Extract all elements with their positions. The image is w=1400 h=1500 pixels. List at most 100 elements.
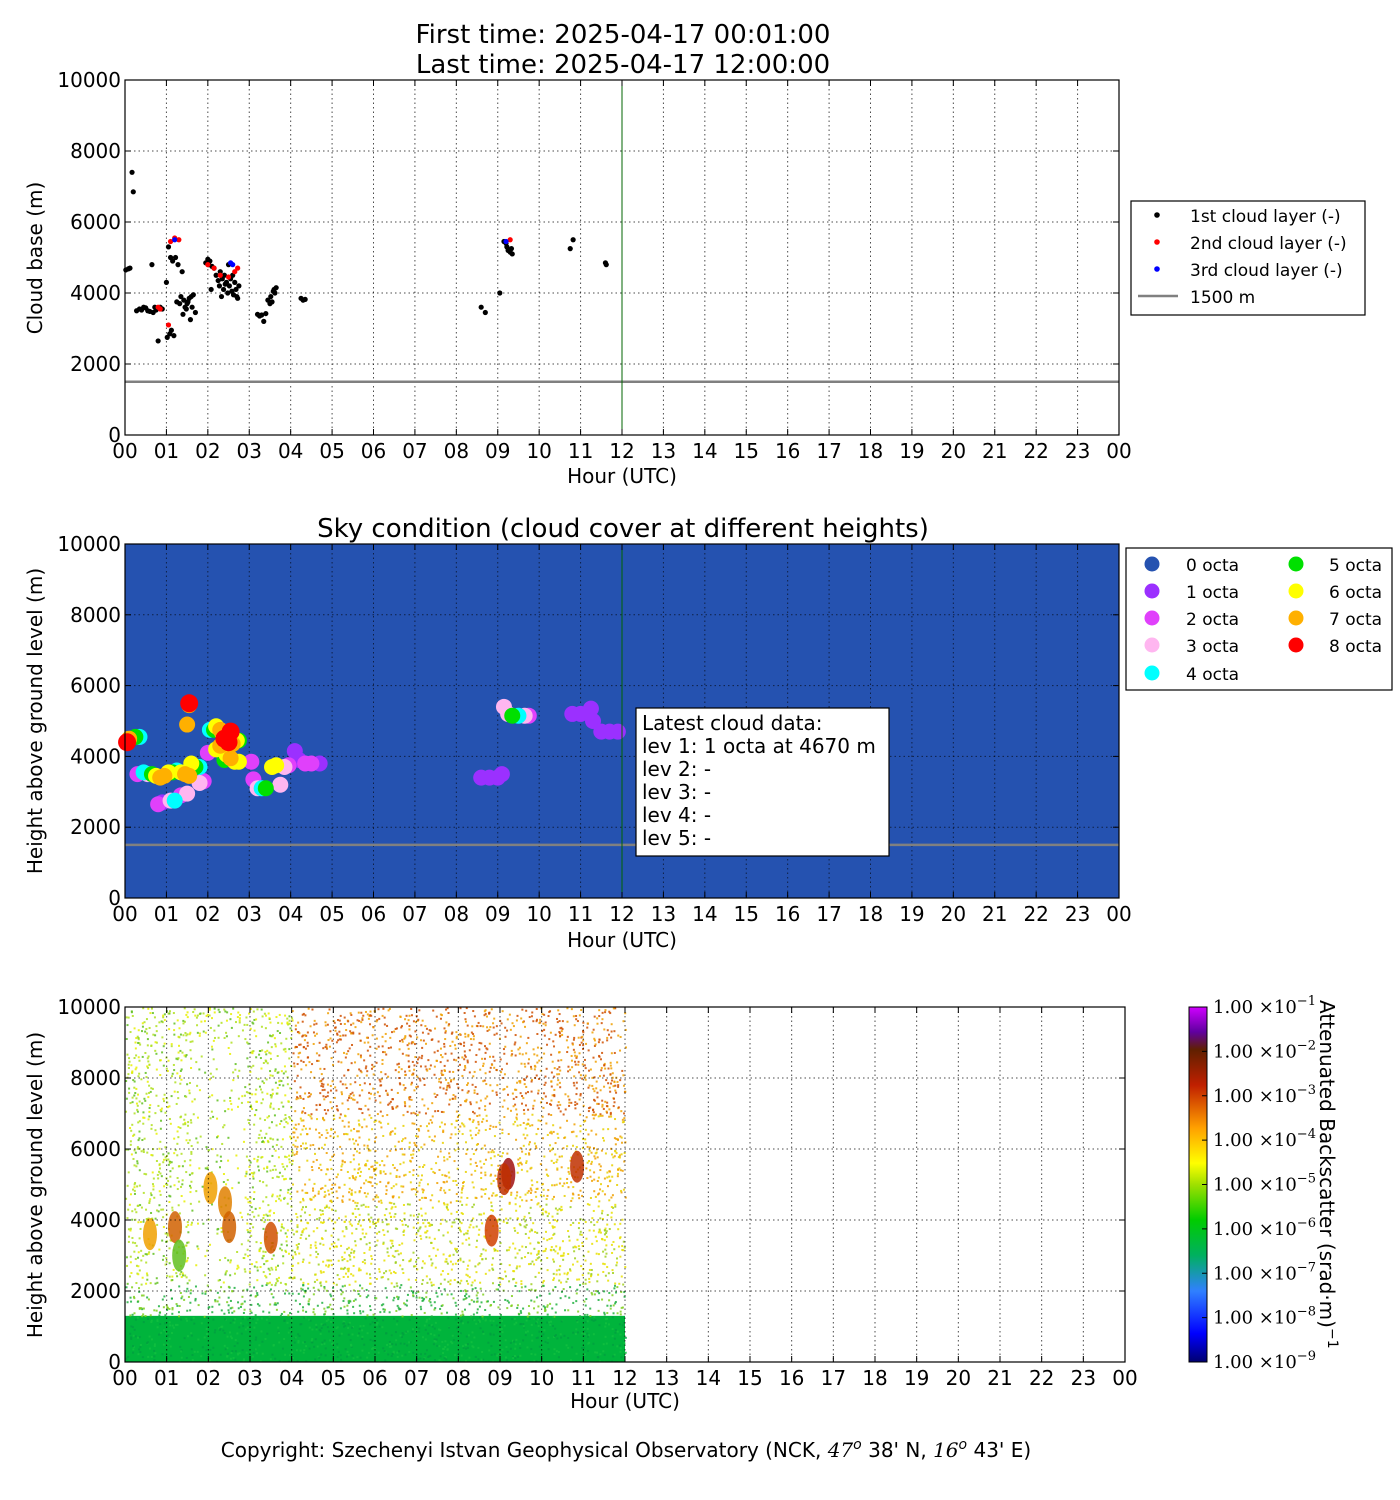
backscatter-pixel — [328, 1045, 331, 1048]
backscatter-pixel — [461, 1122, 464, 1125]
backscatter-pixel — [478, 1041, 481, 1044]
backscatter-pixel — [180, 1349, 183, 1352]
x-tick-label: 06 — [361, 902, 386, 926]
backscatter-pixel — [274, 1284, 277, 1287]
backscatter-pixel — [493, 1135, 496, 1138]
x-tick-label: 22 — [1023, 439, 1048, 463]
backscatter-pixel — [410, 1098, 413, 1101]
backscatter-pixel — [369, 1149, 372, 1152]
backscatter-pixel — [612, 1085, 615, 1088]
backscatter-pixel — [184, 1055, 187, 1058]
backscatter-pixel — [368, 1273, 371, 1276]
backscatter-pixel — [556, 1252, 559, 1255]
backscatter-pixel — [244, 1175, 247, 1178]
backscatter-pixel — [398, 1066, 401, 1069]
backscatter-pixel — [480, 1301, 483, 1304]
backscatter-pixel — [596, 1221, 599, 1224]
backscatter-pixel — [543, 1329, 546, 1332]
backscatter-pixel — [186, 1259, 189, 1262]
backscatter-pixel — [433, 1237, 436, 1240]
backscatter-pixel — [619, 1049, 622, 1052]
backscatter-pixel — [562, 1252, 565, 1255]
backscatter-pixel — [536, 1033, 539, 1036]
backscatter-pixel — [520, 1280, 523, 1283]
backscatter-pixel — [291, 1149, 294, 1152]
backscatter-pixel — [335, 1190, 338, 1193]
backscatter-pixel — [450, 1052, 453, 1055]
backscatter-pixel — [593, 1114, 596, 1117]
backscatter-pixel — [186, 1083, 189, 1086]
backscatter-pixel — [533, 1307, 536, 1310]
backscatter-pixel — [263, 1141, 266, 1144]
backscatter-pixel — [576, 1020, 579, 1023]
legend-octa-5-label: 5 octa — [1329, 556, 1382, 576]
backscatter-pixel — [298, 1169, 301, 1172]
backscatter-pixel — [575, 1300, 578, 1303]
backscatter-pixel — [341, 1285, 344, 1288]
backscatter-pixel — [534, 1231, 537, 1234]
backscatter-pixel — [326, 1095, 329, 1098]
backscatter-pixel — [143, 1116, 146, 1119]
backscatter-pixel — [454, 1149, 457, 1152]
backscatter-pixel — [142, 1254, 145, 1257]
backscatter-pixel — [285, 1283, 288, 1286]
backscatter-pixel — [351, 1138, 354, 1141]
backscatter-pixel — [305, 1205, 308, 1208]
backscatter-pixel — [296, 1074, 299, 1077]
backscatter-pixel — [433, 1135, 436, 1138]
backscatter-pixel — [466, 1229, 469, 1232]
backscatter-pixel — [162, 1100, 165, 1103]
legend-label-layer3: 3rd cloud layer (-) — [1190, 261, 1343, 281]
backscatter-pixel — [521, 1094, 524, 1097]
backscatter-pixel — [245, 1155, 248, 1158]
backscatter-pixel — [361, 1228, 364, 1231]
backscatter-pixel — [412, 1294, 415, 1297]
backscatter-pixel — [404, 1223, 407, 1226]
backscatter-pixel — [466, 1196, 469, 1199]
backscatter-pixel — [259, 1117, 262, 1120]
backscatter-pixel — [350, 1023, 353, 1026]
backscatter-pixel — [573, 1123, 576, 1126]
backscatter-pixel — [250, 1311, 253, 1314]
backscatter-pixel — [447, 1171, 450, 1174]
backscatter-pixel — [202, 1222, 205, 1225]
backscatter-pixel — [509, 1341, 512, 1344]
backscatter-pixel — [352, 1022, 355, 1025]
backscatter-pixel — [336, 1019, 339, 1022]
backscatter-pixel — [166, 1183, 169, 1186]
backscatter-pixel — [385, 1270, 388, 1273]
backscatter-pixel — [279, 1199, 282, 1202]
backscatter-pixel — [584, 1321, 587, 1324]
backscatter-pixel — [137, 1093, 140, 1096]
backscatter-pixel — [622, 1188, 625, 1191]
backscatter-pixel — [136, 1300, 139, 1303]
backscatter-pixel — [489, 1332, 492, 1335]
backscatter-pixel — [316, 1118, 319, 1121]
backscatter-pixel — [397, 1306, 400, 1309]
backscatter-pixel — [524, 1232, 527, 1235]
backscatter-pixel — [486, 1015, 489, 1018]
cloud-base-point-layer1 — [165, 244, 172, 250]
backscatter-pixel — [573, 1245, 576, 1248]
backscatter-pixel — [590, 1268, 593, 1271]
backscatter-pixel — [550, 1080, 553, 1083]
backscatter-pixel — [611, 1328, 614, 1331]
backscatter-pixel — [447, 1208, 450, 1211]
backscatter-pixel — [244, 1270, 247, 1273]
backscatter-pixel — [566, 1020, 569, 1023]
backscatter-pixel — [604, 1100, 607, 1103]
backscatter-pixel — [184, 1095, 187, 1098]
backscatter-pixel — [148, 1335, 151, 1338]
backscatter-pixel — [304, 1014, 307, 1017]
backscatter-pixel — [587, 1049, 590, 1052]
backscatter-pixel — [316, 1218, 319, 1221]
backscatter-pixel — [278, 1341, 281, 1344]
backscatter-pixel — [134, 1318, 137, 1321]
backscatter-pixel — [477, 1233, 480, 1236]
backscatter-pixel — [426, 1318, 429, 1321]
backscatter-pixel — [524, 1334, 527, 1337]
backscatter-pixel — [254, 1338, 257, 1341]
backscatter-pixel — [137, 1075, 140, 1078]
backscatter-pixel — [609, 1111, 612, 1114]
backscatter-pixel — [394, 1145, 397, 1148]
